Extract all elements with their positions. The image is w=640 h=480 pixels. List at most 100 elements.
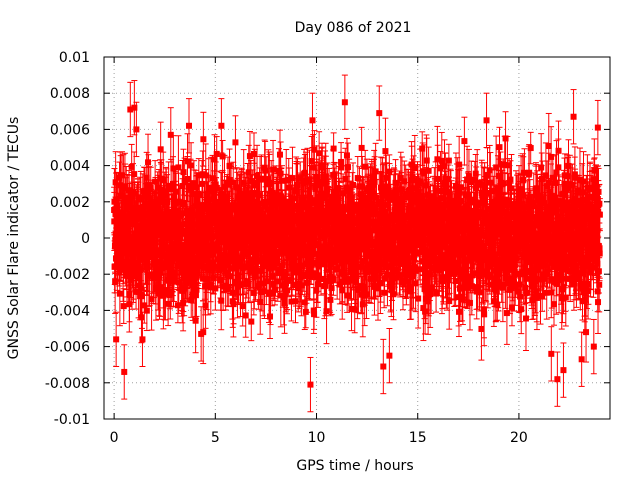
data-point — [209, 220, 216, 227]
data-point — [138, 293, 145, 300]
data-point — [311, 146, 318, 153]
data-point — [175, 164, 182, 171]
data-point — [130, 189, 137, 196]
data-point — [267, 226, 274, 233]
data-point — [141, 187, 148, 194]
data-point — [282, 284, 289, 291]
data-point — [311, 311, 318, 318]
data-point — [315, 182, 322, 189]
data-point — [293, 246, 300, 253]
data-point — [277, 170, 284, 177]
data-point — [183, 261, 190, 268]
data-point — [169, 271, 176, 278]
data-point — [201, 206, 208, 213]
data-point — [316, 228, 323, 235]
data-point — [266, 179, 273, 186]
data-point — [183, 207, 190, 214]
data-point — [317, 276, 324, 283]
data-point — [126, 291, 133, 298]
data-point — [272, 260, 279, 267]
data-point — [245, 281, 252, 288]
data-point — [319, 162, 326, 169]
data-point — [235, 272, 242, 279]
data-point — [297, 235, 304, 242]
data-point — [316, 150, 323, 157]
data-point — [299, 262, 306, 269]
data-point — [249, 217, 256, 224]
data-point — [294, 227, 301, 234]
data-point — [219, 220, 226, 227]
data-point — [164, 208, 171, 215]
data-point — [278, 177, 285, 184]
chart-title: Day 086 of 2021 — [295, 20, 412, 36]
data-point — [119, 172, 126, 179]
data-point — [290, 214, 297, 221]
data-point — [300, 271, 307, 278]
data-point — [312, 242, 319, 249]
data-point — [271, 247, 278, 254]
data-point — [302, 236, 309, 243]
data-point — [128, 163, 135, 170]
data-point — [175, 198, 182, 205]
data-point — [294, 181, 301, 188]
data-point — [218, 297, 225, 304]
data-point — [244, 190, 251, 197]
data-point — [138, 314, 145, 321]
data-point — [189, 291, 196, 298]
data-point — [275, 198, 282, 205]
data-point — [192, 292, 199, 299]
data-point — [274, 278, 281, 285]
data-point — [127, 276, 134, 283]
data-point — [231, 218, 238, 225]
data-point — [137, 194, 144, 201]
data-point — [257, 299, 264, 306]
data-point — [211, 156, 218, 163]
data-point — [120, 303, 127, 310]
data-point — [232, 139, 239, 146]
data-point — [202, 302, 209, 309]
data-point — [267, 313, 274, 320]
data-point — [179, 227, 186, 234]
data-point — [212, 285, 219, 292]
data-point — [256, 280, 263, 287]
data-point — [239, 237, 246, 244]
data-point — [288, 298, 295, 305]
data-point — [195, 248, 202, 255]
data-point — [180, 169, 187, 176]
data-point — [236, 259, 243, 266]
data-point — [174, 302, 181, 309]
data-point — [270, 166, 277, 173]
data-point — [302, 169, 309, 176]
data-point — [253, 252, 260, 259]
data-point — [267, 290, 274, 297]
data-point — [189, 209, 196, 216]
data-point — [165, 182, 172, 189]
data-point — [170, 278, 177, 285]
data-point — [200, 136, 207, 143]
data-point — [301, 299, 308, 306]
data-point — [295, 265, 302, 272]
data-point — [147, 185, 154, 192]
data-point — [312, 185, 319, 192]
data-point — [271, 286, 278, 293]
data-point — [306, 176, 313, 183]
data-point — [207, 284, 214, 291]
data-point — [250, 151, 257, 158]
data-point — [227, 273, 234, 280]
data-point — [239, 303, 246, 310]
data-point — [132, 264, 139, 271]
data-point — [289, 175, 296, 182]
data-point — [114, 222, 121, 229]
data-point — [277, 292, 284, 299]
data-point — [257, 267, 264, 274]
data-point — [210, 247, 217, 254]
data-point — [313, 287, 320, 294]
data-point — [126, 187, 133, 194]
data-point — [262, 167, 269, 174]
data-point — [200, 275, 207, 282]
data-point — [261, 241, 268, 248]
data-point — [225, 181, 232, 188]
data-point — [250, 289, 257, 296]
data-point — [181, 179, 188, 186]
data-point — [279, 262, 286, 269]
